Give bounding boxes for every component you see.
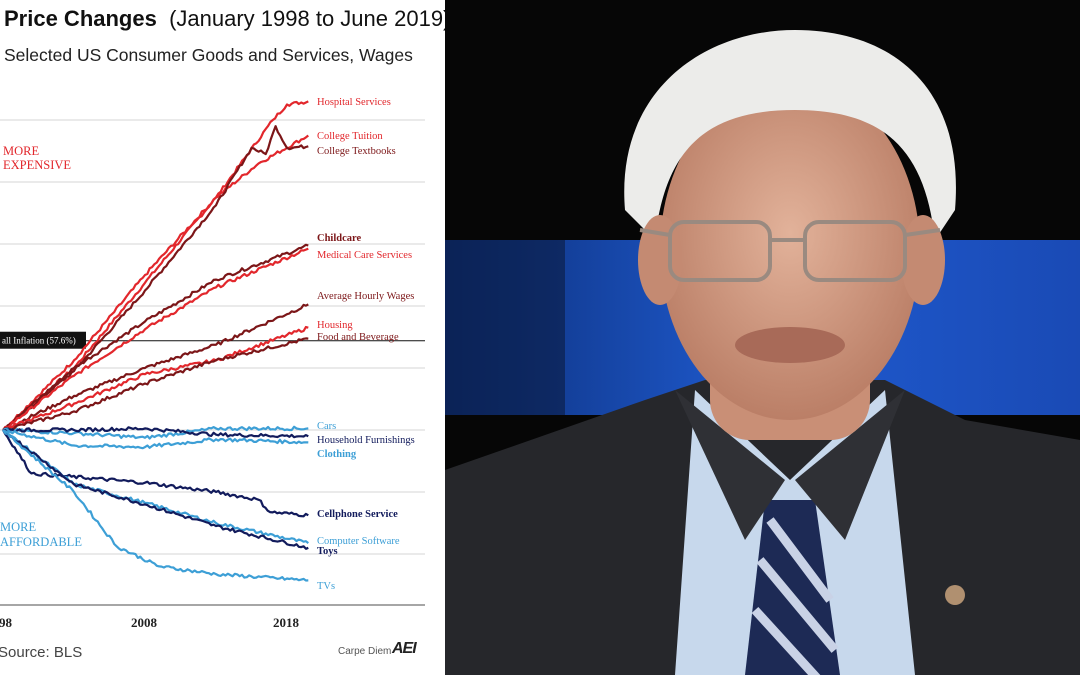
inflation-label: all Inflation (57.6%) [2, 336, 76, 346]
more-expensive-label: EXPENSIVE [3, 158, 71, 172]
series-label: Household Furnishings [317, 435, 415, 446]
face [660, 80, 920, 420]
chart-subtitle: Selected US Consumer Goods and Services,… [4, 45, 413, 65]
aei-logo: AEI [392, 640, 417, 657]
series-line-housing [2, 325, 309, 432]
series-line-household-furnishings [2, 426, 309, 439]
series-label: Housing [317, 320, 353, 331]
series-label: Toys [317, 546, 338, 557]
x-tick-label: 98 [0, 615, 13, 630]
series-label: Average Hourly Wages [317, 291, 414, 302]
series-line-food-and-beverage [2, 337, 309, 432]
credit: Carpe Diem [338, 646, 392, 657]
series-label: College Textbooks [317, 146, 396, 157]
series-line-cars [2, 425, 309, 440]
series-label: Computer Software [317, 536, 400, 547]
series-label: Food and Beverage [317, 332, 399, 343]
series-label: Cellphone Service [317, 509, 398, 520]
glasses [639, 220, 941, 282]
chart-panel: Price Changes (January 1998 to June 2019… [0, 0, 450, 675]
series-line-toys [2, 428, 309, 550]
chart-title: Price Changes (January 1998 to June 2019… [4, 6, 451, 31]
hair [624, 30, 956, 240]
series-line-college-textbooks [2, 125, 309, 432]
series-label: Clothing [317, 449, 357, 460]
x-tick-label: 2008 [131, 615, 158, 630]
lapel-pin [945, 585, 965, 605]
more-expensive-label: MORE [3, 144, 39, 158]
source-note: Source: BLS [0, 644, 83, 661]
series-label: Medical Care Services [317, 250, 412, 261]
more-affordable-label: MORE [0, 520, 36, 534]
series-line-medical-care-services [2, 247, 309, 431]
photo [445, 0, 1080, 680]
series-label: Hospital Services [317, 97, 391, 108]
more-affordable-label: AFFORDABLE [0, 535, 82, 549]
series-line-childcare [2, 243, 309, 432]
portrait-photo [445, 0, 1080, 680]
inflation-label-bg [0, 331, 86, 349]
series-line-cellphone-service [2, 429, 309, 518]
series-line-average-hourly-wages [2, 303, 309, 431]
x-tick-label: 2018 [273, 615, 300, 630]
series-line-computer-software [2, 429, 309, 544]
series-label: TVs [317, 581, 335, 592]
series-label: Cars [317, 421, 336, 432]
series-line-college-tuition [2, 134, 309, 431]
series-label: Childcare [317, 233, 361, 244]
series-line-clothing [2, 427, 309, 450]
series-label: College Tuition [317, 131, 383, 142]
series-line-tvs [2, 429, 309, 582]
